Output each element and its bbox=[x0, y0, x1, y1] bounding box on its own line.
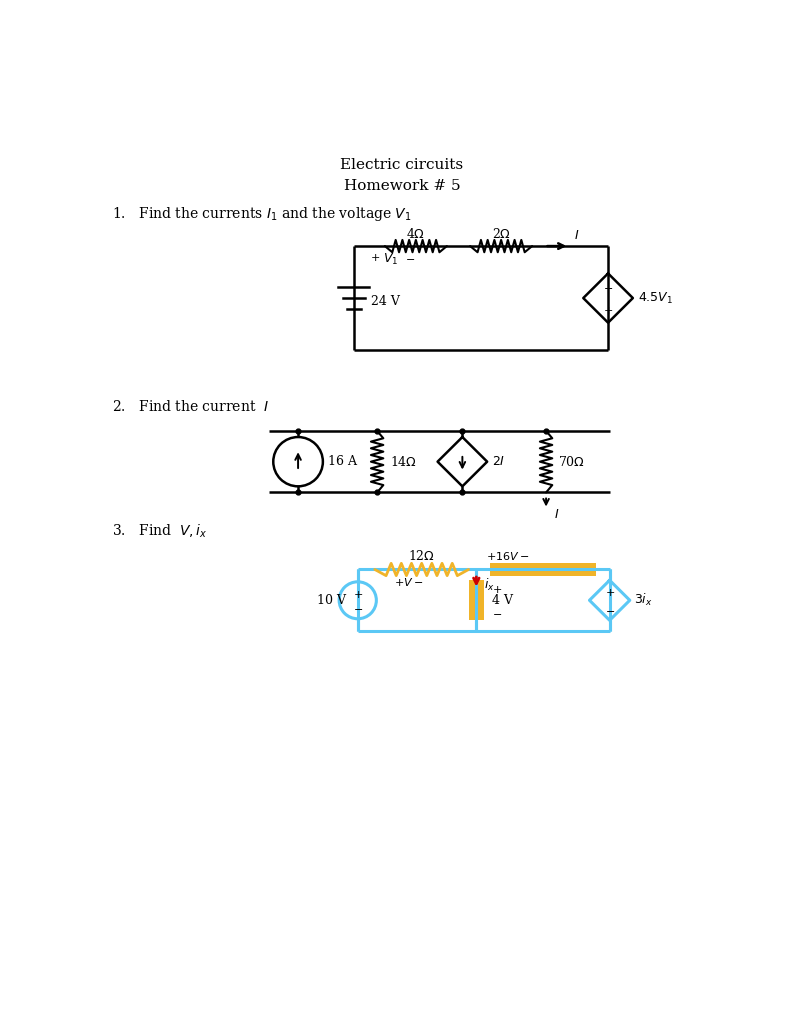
Text: 4 V: 4 V bbox=[492, 594, 513, 607]
Text: $-$: $-$ bbox=[603, 283, 613, 292]
Text: 14$\Omega$: 14$\Omega$ bbox=[389, 455, 417, 469]
Text: $I$: $I$ bbox=[554, 508, 559, 520]
Text: $3i_x$: $3i_x$ bbox=[634, 592, 653, 608]
Text: $2I$: $2I$ bbox=[492, 456, 505, 468]
Text: 2.   Find the current  $I$: 2. Find the current $I$ bbox=[112, 398, 269, 414]
Text: $+ V -$: $+ V -$ bbox=[394, 575, 424, 588]
Text: $-$: $-$ bbox=[404, 253, 414, 262]
Bar bbox=[469, 581, 484, 621]
Text: $+$: $+$ bbox=[352, 589, 363, 600]
Text: 3.   Find  $V, i_x$: 3. Find $V, i_x$ bbox=[112, 522, 207, 540]
Text: 10 V: 10 V bbox=[317, 594, 346, 607]
Text: $I$: $I$ bbox=[575, 228, 580, 242]
Text: $+ 16V -$: $+ 16V -$ bbox=[487, 550, 530, 562]
Text: $+$: $+$ bbox=[604, 587, 615, 598]
Text: $+$: $+$ bbox=[603, 305, 613, 315]
Text: Homework # 5: Homework # 5 bbox=[344, 179, 460, 193]
Text: $i_x$: $i_x$ bbox=[484, 577, 495, 593]
Bar bbox=[491, 562, 596, 577]
Text: 1.   Find the currents $I_1$ and the voltage $V_1$: 1. Find the currents $I_1$ and the volta… bbox=[112, 205, 411, 223]
Text: Electric circuits: Electric circuits bbox=[341, 159, 463, 172]
Text: $+$: $+$ bbox=[492, 584, 502, 595]
Text: 2$\Omega$: 2$\Omega$ bbox=[491, 226, 511, 241]
Text: 4$\Omega$: 4$\Omega$ bbox=[407, 226, 425, 241]
Text: 70$\Omega$: 70$\Omega$ bbox=[558, 455, 586, 469]
Text: $-$: $-$ bbox=[352, 603, 363, 613]
Text: 16 A: 16 A bbox=[327, 456, 356, 468]
Text: 12$\Omega$: 12$\Omega$ bbox=[407, 550, 435, 563]
Text: $-$: $-$ bbox=[604, 604, 615, 614]
Text: $V_1$: $V_1$ bbox=[383, 252, 399, 267]
Text: 24 V: 24 V bbox=[371, 295, 400, 308]
Text: $-$: $-$ bbox=[492, 607, 502, 617]
Text: $+$: $+$ bbox=[371, 252, 381, 263]
Text: $4.5V_1$: $4.5V_1$ bbox=[637, 291, 673, 305]
